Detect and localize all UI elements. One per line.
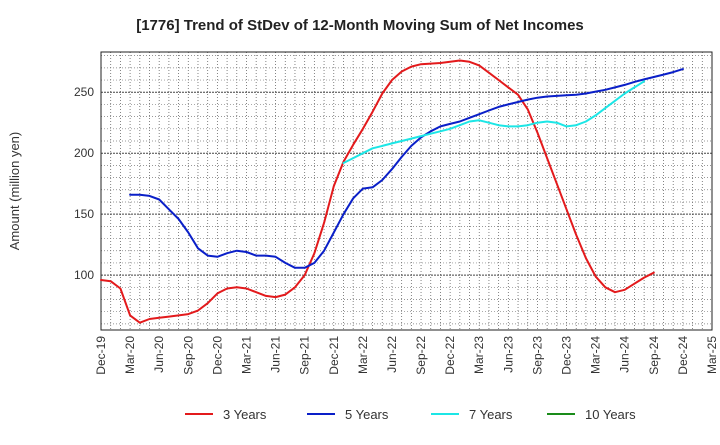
x-tick-label: Dec-23 xyxy=(560,336,574,375)
legend-label-10-years: 10 Years xyxy=(585,407,636,422)
series-line-3-years xyxy=(100,59,655,324)
legend-label-3-years: 3 Years xyxy=(223,407,267,422)
legend-label-7-years: 7 Years xyxy=(469,407,513,422)
x-tick-label: Jun-24 xyxy=(618,336,632,373)
x-tick-label: Jun-20 xyxy=(152,336,166,373)
x-tick-label: Mar-21 xyxy=(239,336,253,374)
x-tick-label: Mar-20 xyxy=(123,336,137,374)
x-tick-label: Mar-24 xyxy=(589,336,603,374)
x-tick-label: Dec-22 xyxy=(443,336,457,375)
y-tick-label: 200 xyxy=(74,146,94,160)
legend: 3 Years 5 Years 7 Years 10 Years xyxy=(185,407,636,422)
x-tick-label: Mar-25 xyxy=(705,336,719,374)
x-tick-label: Sep-23 xyxy=(530,336,544,375)
plot-border xyxy=(100,51,713,331)
series-line-5-years xyxy=(129,68,684,269)
x-tick-label: Sep-21 xyxy=(298,336,312,375)
x-tick-label: Dec-19 xyxy=(94,336,108,375)
x-tick-label: Sep-20 xyxy=(181,336,195,375)
series-line-7-years xyxy=(342,80,646,164)
y-tick-label: 150 xyxy=(74,207,94,221)
x-tick-label: Sep-24 xyxy=(647,336,661,375)
y-tick-label: 100 xyxy=(74,268,94,282)
x-tick-label: Dec-20 xyxy=(210,336,224,375)
x-tick-label: Dec-24 xyxy=(676,336,690,375)
x-tick-label: Jun-22 xyxy=(385,336,399,373)
x-tick-label: Mar-23 xyxy=(472,336,486,374)
legend-label-5-years: 5 Years xyxy=(345,407,389,422)
x-tick-label: Jun-21 xyxy=(269,336,283,373)
plot-background xyxy=(101,52,712,330)
y-axis-label: Amount (million yen) xyxy=(7,132,22,251)
y-tick-label: 250 xyxy=(74,85,94,99)
x-tick-label: Jun-23 xyxy=(501,336,515,373)
x-tick-label: Mar-22 xyxy=(356,336,370,374)
chart-title: [1776] Trend of StDev of 12-Month Moving… xyxy=(136,17,584,34)
plot-area: 100 150 200 250 Dec-19 Mar-20 Jun-20 Sep-20 Dec-… xyxy=(74,51,719,375)
x-tick-label: Dec-21 xyxy=(327,336,341,375)
x-tick-label: Sep-22 xyxy=(414,336,428,375)
